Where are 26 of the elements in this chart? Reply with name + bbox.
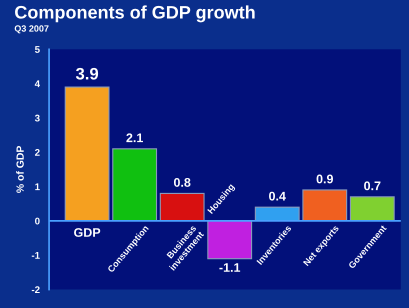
data-label: 0.7 <box>364 181 380 190</box>
bar <box>64 86 110 222</box>
chart-subtitle: Q3 2007 <box>14 25 49 34</box>
data-label: -1.1 <box>219 263 240 272</box>
y-tick-label: 0 <box>35 218 40 224</box>
y-tick-label: -2 <box>32 286 40 294</box>
bar <box>112 148 158 222</box>
data-label: 0.4 <box>269 192 286 201</box>
data-label: 0.8 <box>174 178 190 187</box>
y-tick-label: 5 <box>34 46 40 53</box>
bar <box>254 206 300 222</box>
y-tick-label: 3 <box>34 114 40 122</box>
x-tick-label: GDP <box>74 228 100 237</box>
y-tick-label: 4 <box>34 80 40 88</box>
bar <box>350 196 395 222</box>
y-axis-title: % of GDP <box>16 146 24 193</box>
bar <box>160 192 205 222</box>
data-label: 3.9 <box>76 68 98 80</box>
chart-title: Components of GDP growth <box>15 5 255 22</box>
data-label: 0.9 <box>316 174 333 184</box>
bar <box>207 220 252 260</box>
data-label: 2.1 <box>126 133 143 142</box>
y-tick-label: -1 <box>32 252 40 259</box>
y-tick-label: 1 <box>35 183 40 190</box>
bar <box>302 189 348 222</box>
y-tick-label: 2 <box>34 148 40 156</box>
